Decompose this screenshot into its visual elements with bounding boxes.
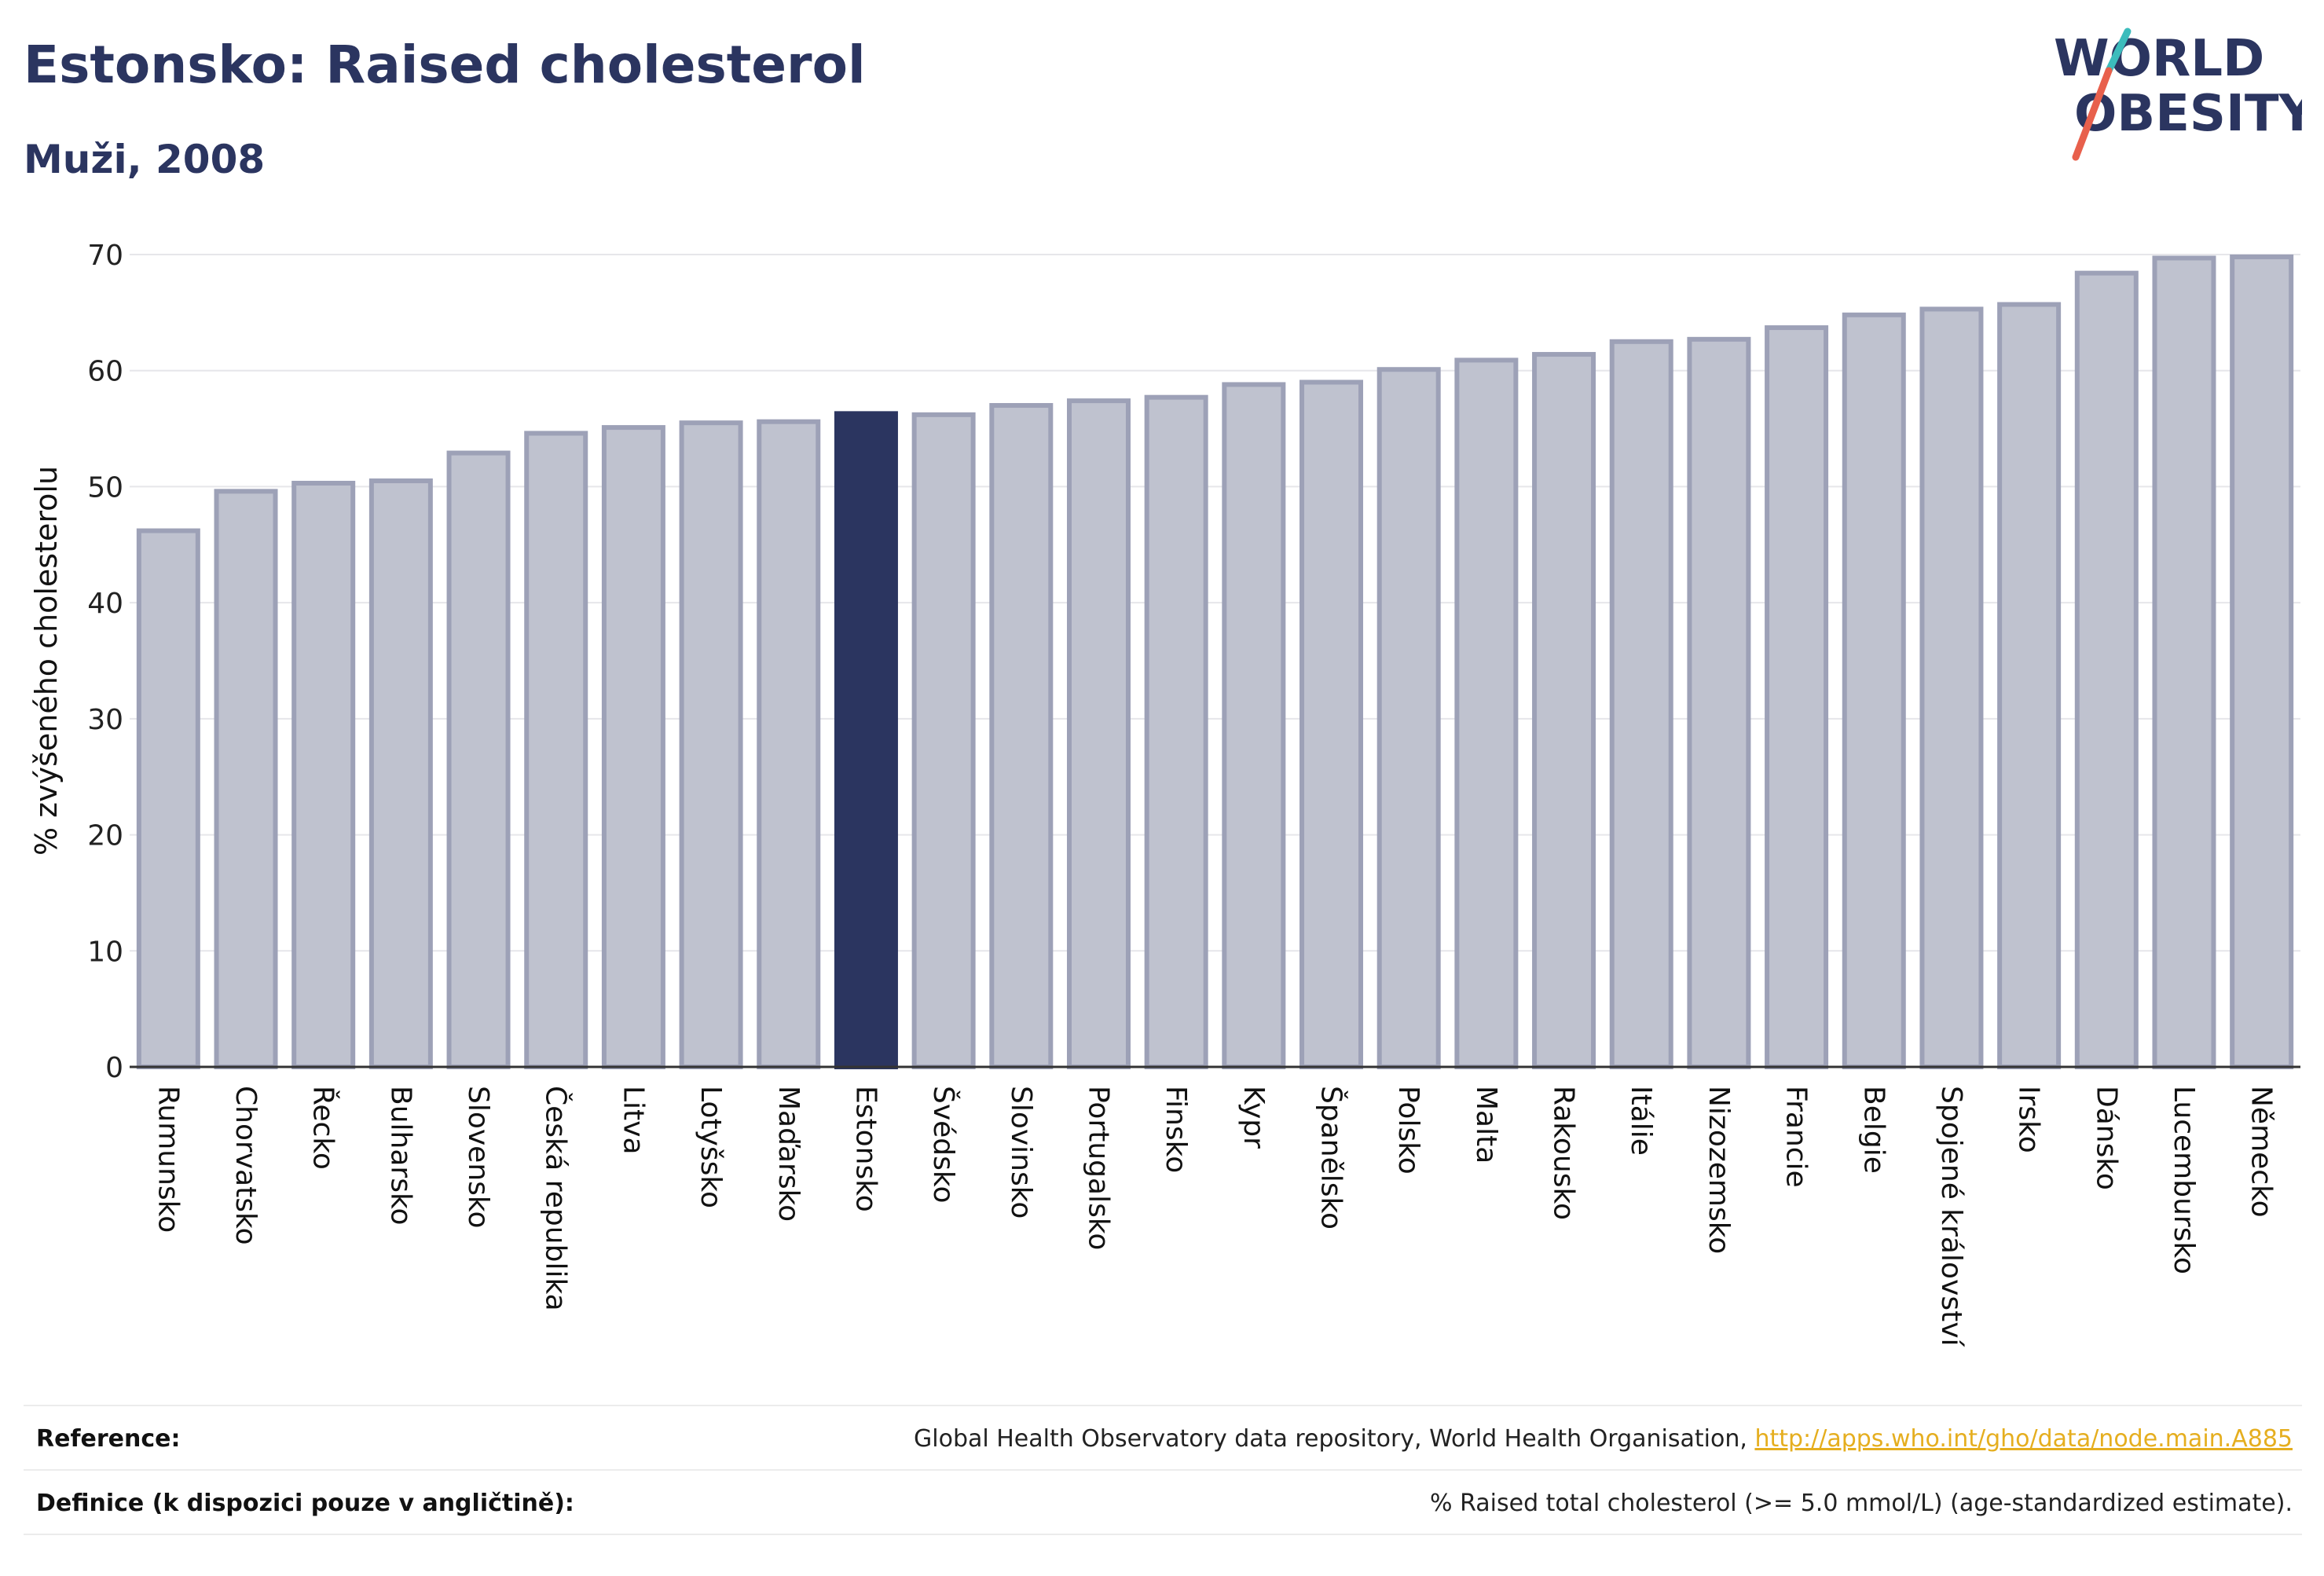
- bar: [1222, 382, 1286, 1069]
- bar: [1376, 367, 1441, 1070]
- x-tick-label: Nizozemsko: [1703, 1086, 1735, 1254]
- bar: [679, 420, 743, 1069]
- x-tick-label: Švédsko: [927, 1086, 960, 1204]
- reference-label: Reference:: [36, 1425, 181, 1453]
- footer-divider-top: [24, 1405, 2302, 1406]
- bar: [601, 425, 665, 1069]
- x-tick-label: Kypr: [1237, 1086, 1270, 1149]
- logo-slash-red: [2072, 67, 2113, 161]
- bar: [214, 489, 278, 1069]
- bar: [368, 478, 433, 1069]
- y-tick-label: 40: [87, 588, 123, 620]
- x-tick-label: Itálie: [1625, 1086, 1657, 1156]
- x-tick-label: Bulharsko: [384, 1086, 416, 1226]
- y-tick-label: 70: [87, 240, 123, 272]
- bar: [989, 403, 1054, 1069]
- y-tick-label: 30: [87, 704, 123, 736]
- y-tick-label: 20: [87, 820, 123, 852]
- bar: [1687, 336, 1751, 1069]
- x-tick-label: Belgie: [1857, 1086, 1890, 1174]
- bar: [1144, 394, 1208, 1069]
- x-tick-label: Chorvatsko: [229, 1086, 262, 1245]
- bar: [757, 419, 821, 1069]
- logo-line1: WORLD: [2054, 30, 2264, 88]
- bar: [524, 431, 588, 1069]
- reference-text: Global Health Observatory data repositor…: [914, 1425, 2293, 1453]
- bar: [1532, 352, 1596, 1069]
- bar: [1454, 357, 1519, 1070]
- bar: [136, 528, 200, 1069]
- bar: [1997, 302, 2062, 1069]
- bar: [1609, 339, 1673, 1069]
- x-tick-label: Řecko: [307, 1086, 340, 1170]
- x-tick-label: Rakousko: [1548, 1086, 1580, 1220]
- bar: [291, 480, 356, 1069]
- x-tick-label: Slovinsko: [1005, 1086, 1037, 1219]
- x-tick-label: Irsko: [2013, 1086, 2045, 1153]
- footer-divider-bottom: [24, 1534, 2302, 1535]
- x-tick-label: Portugalsko: [1082, 1086, 1114, 1250]
- world-obesity-logo: WORLD OBESITY: [2054, 27, 2302, 161]
- y-tick-label: 10: [87, 936, 123, 968]
- x-tick-label: Malta: [1470, 1086, 1502, 1164]
- chart-title: Estonsko: Raised cholesterol: [24, 35, 866, 95]
- y-axis-label: % zvýšeného cholesterolu: [29, 466, 64, 856]
- x-tick-label: Maďarsko: [772, 1086, 805, 1222]
- x-tick-label: Litva: [617, 1086, 649, 1155]
- x-tick-label: Finsko: [1160, 1086, 1192, 1173]
- x-tick-label: Lotyšsko: [695, 1086, 727, 1208]
- definition-label: Definice (k dispozici pouze v angličtině…: [36, 1490, 574, 1517]
- bar: [446, 450, 511, 1069]
- reference-source: Global Health Observatory data repositor…: [914, 1425, 1755, 1453]
- x-tick-label: Spojené království: [1935, 1086, 1967, 1347]
- bar: [911, 412, 976, 1069]
- x-tick-label: Slovensko: [462, 1086, 494, 1229]
- logo-line2: OBESITY: [2074, 85, 2302, 143]
- chart-subtitle: Muži, 2008: [24, 137, 266, 182]
- bar: [2152, 255, 2216, 1070]
- bar: [1765, 325, 1829, 1069]
- x-tick-label: Španělsko: [1315, 1086, 1348, 1230]
- x-tick-label: Česká republika: [540, 1086, 573, 1311]
- definition-text: % Raised total cholesterol (>= 5.0 mmol/…: [1430, 1490, 2293, 1517]
- y-tick-label: 50: [87, 471, 123, 504]
- y-tick-label: 0: [105, 1052, 123, 1084]
- x-tick-label: Polsko: [1392, 1086, 1424, 1175]
- bar: [1842, 312, 1906, 1070]
- bar-chart: 0 10 20 30 40 50 60 70 % zvýšeného cholesterolu R…: [29, 240, 2300, 1347]
- x-tick-label: Francie: [1780, 1086, 1813, 1188]
- logo-slash-teal: [2105, 27, 2132, 75]
- bar: [2074, 270, 2139, 1069]
- footer-divider-middle: [24, 1469, 2302, 1471]
- bar-highlighted: [834, 411, 898, 1069]
- bar: [1066, 398, 1131, 1069]
- bar: [1299, 379, 1364, 1069]
- reference-link[interactable]: http://apps.who.int/gho/data/node.main.A…: [1754, 1425, 2293, 1453]
- x-tick-label: Estonsko: [849, 1086, 882, 1212]
- x-tick-label: Dánsko: [2090, 1086, 2122, 1190]
- x-tick-label: Rumunsko: [152, 1086, 184, 1233]
- y-tick-label: 60: [87, 356, 123, 388]
- x-tick-label: Německo: [2245, 1086, 2278, 1218]
- bar: [1919, 306, 1984, 1069]
- bar: [2230, 254, 2294, 1069]
- x-tick-label: Lucembursko: [2168, 1086, 2200, 1274]
